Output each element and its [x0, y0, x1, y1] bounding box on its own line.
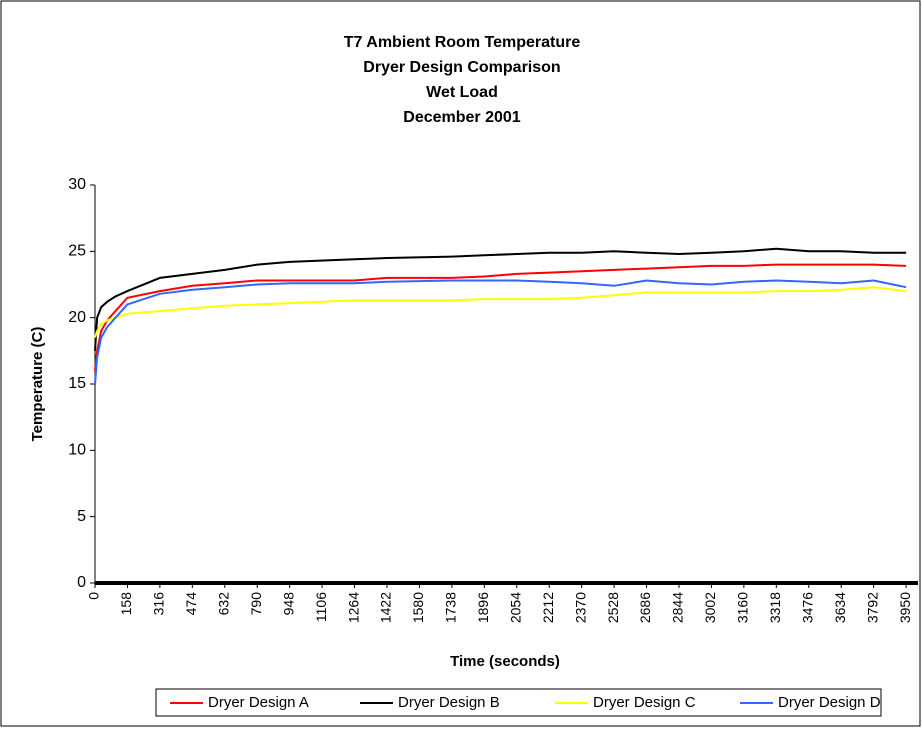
x-tick-label: 316 — [151, 592, 167, 616]
y-tick-label: 20 — [68, 309, 86, 326]
x-tick-label: 3634 — [832, 592, 848, 623]
y-tick-label: 30 — [68, 176, 86, 193]
y-tick-label: 5 — [77, 508, 86, 525]
x-tick-label: 1106 — [313, 592, 329, 622]
x-tick-label: 2686 — [637, 592, 653, 623]
series-line — [94, 279, 907, 385]
x-tick-label: 1422 — [378, 592, 394, 623]
x-tick-label: 3160 — [735, 592, 751, 623]
x-tick-label: 632 — [215, 592, 231, 616]
x-tick-label: 3318 — [767, 592, 783, 623]
y-axis-label: Temperature (C) — [29, 327, 46, 442]
x-tick-label: 3476 — [799, 592, 815, 623]
y-tick-label: 0 — [77, 574, 86, 591]
legend-label: Dryer Design B — [398, 694, 500, 711]
chart-title: Wet Load — [426, 84, 498, 101]
chart-title: Dryer Design Comparison — [363, 59, 560, 76]
x-tick-label: 790 — [248, 592, 264, 616]
legend-label: Dryer Design C — [593, 694, 696, 711]
legend-label: Dryer Design A — [208, 694, 309, 711]
x-tick-label: 1738 — [443, 592, 459, 623]
series-line — [94, 263, 907, 371]
legend-label: Dryer Design D — [778, 694, 881, 711]
x-tick-label: 3792 — [864, 592, 880, 623]
chart-title: December 2001 — [403, 109, 521, 126]
chart-title: T7 Ambient Room Temperature — [344, 34, 581, 51]
x-tick-label: 0 — [86, 592, 102, 600]
x-tick-label: 3002 — [702, 592, 718, 623]
x-tick-label: 948 — [280, 592, 296, 616]
x-tick-label: 1896 — [475, 592, 491, 623]
series-line — [94, 247, 907, 351]
x-tick-label: 1580 — [410, 592, 426, 623]
x-tick-label: 2054 — [507, 592, 523, 623]
x-axis-label: Time (seconds) — [450, 653, 560, 670]
x-tick-label: 474 — [183, 592, 199, 616]
x-tick-label: 2528 — [605, 592, 621, 623]
x-tick-label: 2844 — [670, 592, 686, 623]
y-tick-label: 10 — [68, 442, 86, 459]
y-tick-label: 15 — [68, 375, 86, 392]
x-tick-label: 158 — [118, 592, 134, 616]
x-tick-label: 1264 — [345, 592, 361, 623]
x-tick-label: 2370 — [572, 592, 588, 623]
x-tick-label: 3950 — [897, 592, 913, 623]
series-line — [94, 286, 907, 338]
x-tick-label: 2212 — [540, 592, 556, 623]
y-tick-label: 25 — [68, 243, 86, 260]
